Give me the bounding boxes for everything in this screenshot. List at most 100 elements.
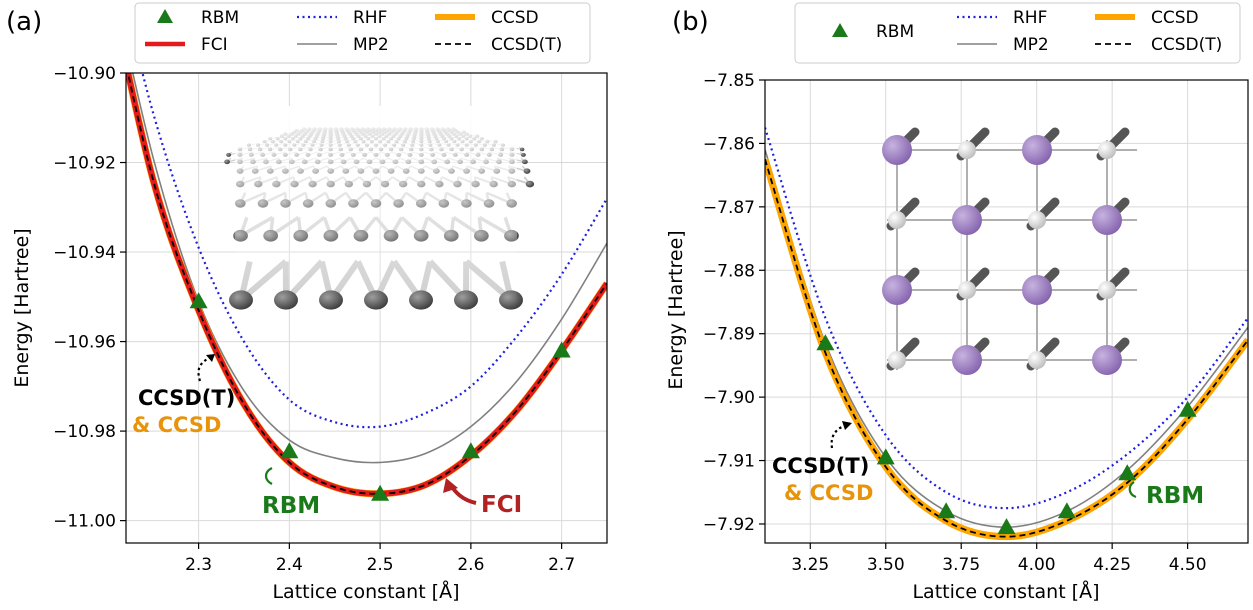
y-tick-label: −10.92	[53, 154, 116, 174]
crystal-atom-large	[1022, 135, 1052, 165]
crystal-atom-large	[952, 205, 982, 235]
x-axis-label-b: Lattice constant [Å]	[912, 580, 1099, 603]
y-tick-label: −10.96	[53, 333, 116, 353]
rbm-marker	[816, 334, 835, 351]
axes-frame-b	[764, 79, 1249, 544]
graphene-atom	[519, 147, 525, 152]
legend-b: RBM RHF CCSD MP2 CCSD(T)	[794, 2, 1241, 64]
y-tick-label: −10.94	[53, 243, 116, 263]
graphene-atom	[523, 168, 531, 174]
legend-label: MP2	[1013, 35, 1049, 55]
y-tick-label: −7.91	[703, 452, 755, 472]
rbm-marker	[1178, 400, 1197, 417]
rbm-marker	[1057, 502, 1076, 519]
legend-swatch-rbm	[157, 9, 173, 23]
crystal-atom-large	[1092, 205, 1122, 235]
rbm-marker	[937, 502, 956, 519]
y-tick-label: −7.86	[703, 134, 755, 154]
crystal-atom-large	[882, 135, 912, 165]
rbm-marker	[876, 448, 895, 465]
legend-label: RHF	[353, 8, 387, 28]
crystal-atom-large	[952, 345, 982, 375]
graphene-atom	[525, 180, 535, 188]
series-a	[126, 73, 607, 498]
crystal-atom-small	[958, 281, 976, 299]
axes-frame-a	[125, 72, 608, 544]
crystal-inset	[882, 127, 1137, 375]
annotation-rbm-b: RBM	[1146, 483, 1204, 509]
x-tick-label: 4.50	[1169, 555, 1207, 575]
y-tick-label: −7.92	[703, 515, 755, 535]
rbm-marker	[371, 484, 390, 501]
crystal-atom-small	[888, 211, 906, 229]
legend-label: CCSD(T)	[1151, 35, 1222, 55]
graphene-inset	[224, 106, 535, 310]
y-axis-label-b: Energy [Hartree]	[665, 230, 687, 389]
crystal-atom-small	[1028, 351, 1046, 369]
rbm-hook-a	[264, 467, 273, 485]
legend-label: CCSD	[1151, 8, 1199, 28]
y-tick-label: −7.89	[703, 325, 755, 345]
rbm-marker	[280, 442, 299, 459]
plot-area-b	[765, 80, 1248, 543]
x-tick-label: 2.6	[457, 555, 484, 575]
y-tick-label: −7.88	[703, 261, 755, 281]
markers-a	[189, 292, 571, 501]
markers-b	[816, 334, 1197, 535]
rbm-marker	[997, 518, 1016, 535]
crystal-atom-small	[1028, 211, 1046, 229]
crystal-atom-small	[1098, 281, 1116, 299]
ticks-b: 3.25 3.50 3.75 4.00 4.25 4.50 −7.85 −7.86 −7.87 −…	[703, 71, 1207, 575]
x-tick-label: 4.00	[1018, 555, 1056, 575]
fci-arrowhead-a	[443, 478, 458, 493]
rbm-marker	[461, 442, 480, 459]
x-tick-label: 2.7	[548, 555, 575, 575]
crystal-atom-large	[1022, 275, 1052, 305]
rbm-marker	[189, 292, 208, 309]
rbm-marker	[552, 341, 571, 358]
series-line-ccsdt	[765, 159, 1248, 538]
ccsd-arrowhead-b	[842, 421, 852, 430]
panel-label-a: (a)	[6, 7, 42, 37]
x-tick-label: 2.3	[185, 555, 212, 575]
y-tick-label: −10.90	[53, 64, 116, 84]
annotation-ccsdt-b: CCSD(T)	[772, 454, 869, 478]
panel-label-b: (b)	[672, 7, 709, 37]
crystal-atom-small	[958, 141, 976, 159]
graphene-atom	[520, 152, 526, 157]
legend-swatch-rbm	[832, 23, 848, 37]
legend-label: CCSD(T)	[491, 35, 562, 55]
y-tick-label: −10.98	[53, 422, 116, 442]
legend-label: CCSD	[491, 8, 539, 28]
legend-label: MP2	[353, 35, 389, 55]
graphene-atom	[224, 159, 230, 165]
annotation-fci-a: FCI	[481, 492, 522, 518]
series-line-mp2	[131, 73, 607, 464]
legend-label: FCI	[201, 35, 228, 55]
x-tick-label: 3.50	[867, 555, 905, 575]
series-line-ccsdt	[127, 73, 607, 495]
annotation-ccsd-b: & CCSD	[784, 481, 873, 505]
graphene-atom	[226, 152, 232, 157]
x-tick-label: 2.5	[367, 555, 394, 575]
legend-a: RBM RHF CCSD FCI MP2 CCSD(T)	[134, 2, 591, 64]
y-tick-label: −7.90	[703, 388, 755, 408]
y-tick-label: −7.85	[703, 71, 755, 91]
y-tick-label: −11.00	[53, 512, 116, 532]
x-tick-label: 4.25	[1093, 555, 1131, 575]
annotation-ccsdt-a: CCSD(T)	[138, 386, 235, 410]
legend-label: RBM	[876, 22, 914, 42]
annotation-rbm-a: RBM	[262, 493, 320, 519]
crystal-atom-large	[1092, 345, 1122, 375]
ticks-a: 2.3 2.4 2.5 2.6 2.7 −10.90 −10.92 −10.94 −10.96 −…	[53, 64, 575, 575]
rbm-hook-b	[1128, 481, 1137, 499]
annotation-ccsd-a: & CCSD	[132, 413, 221, 437]
panel-a: 2.3 2.4 2.5 2.6 2.7 −10.90 −10.92 −10.94 −10.96 −…	[11, 64, 608, 603]
x-tick-label: 3.25	[791, 555, 829, 575]
y-axis-label-a: Energy [Hartree]	[11, 228, 33, 387]
panel-b: 3.25 3.50 3.75 4.00 4.25 4.50 −7.85 −7.86 −7.87 −…	[665, 71, 1249, 603]
x-axis-label-a: Lattice constant [Å]	[272, 580, 459, 603]
graphene-atom	[522, 159, 528, 165]
crystal-atom-large	[882, 275, 912, 305]
